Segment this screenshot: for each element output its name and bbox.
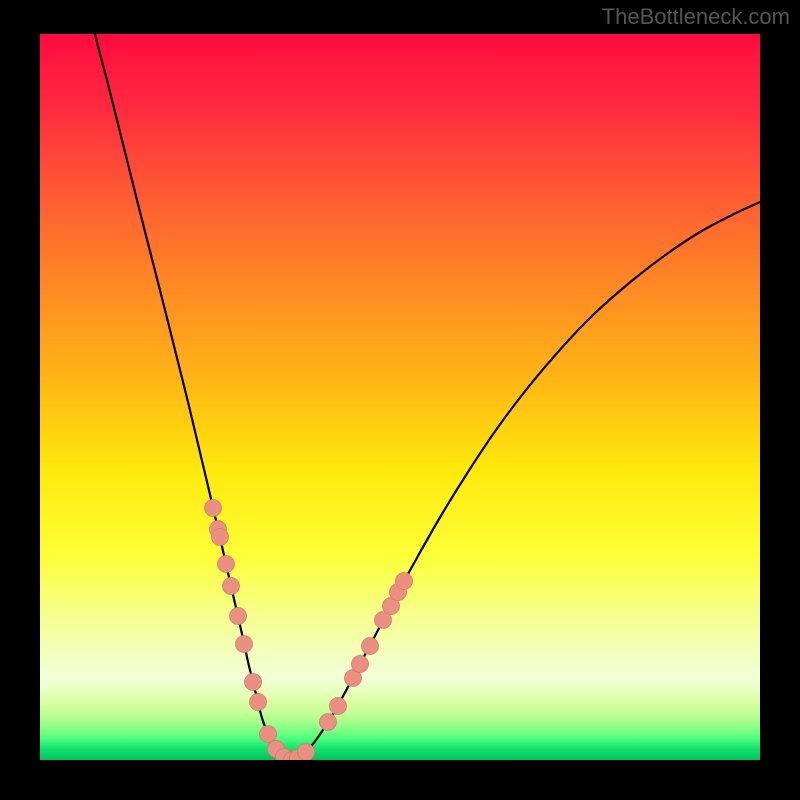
data-marker <box>330 698 347 715</box>
data-marker <box>352 656 369 673</box>
data-marker <box>320 714 337 731</box>
data-marker <box>245 674 262 691</box>
data-marker <box>212 529 229 546</box>
right-curve <box>292 202 760 760</box>
data-marker <box>236 636 253 653</box>
chart-svg <box>40 34 760 760</box>
data-marker <box>230 608 247 625</box>
chart-outer-frame: TheBottleneck.com <box>0 0 800 800</box>
data-marker <box>205 500 222 517</box>
data-marker <box>362 638 379 655</box>
left-curve <box>95 34 292 760</box>
data-marker <box>250 694 267 711</box>
plot-area <box>40 34 760 760</box>
data-marker <box>218 556 235 573</box>
data-marker <box>223 578 240 595</box>
data-marker <box>260 726 277 743</box>
data-marker <box>396 573 413 590</box>
watermark-text: TheBottleneck.com <box>602 4 790 30</box>
data-marker <box>298 744 315 761</box>
